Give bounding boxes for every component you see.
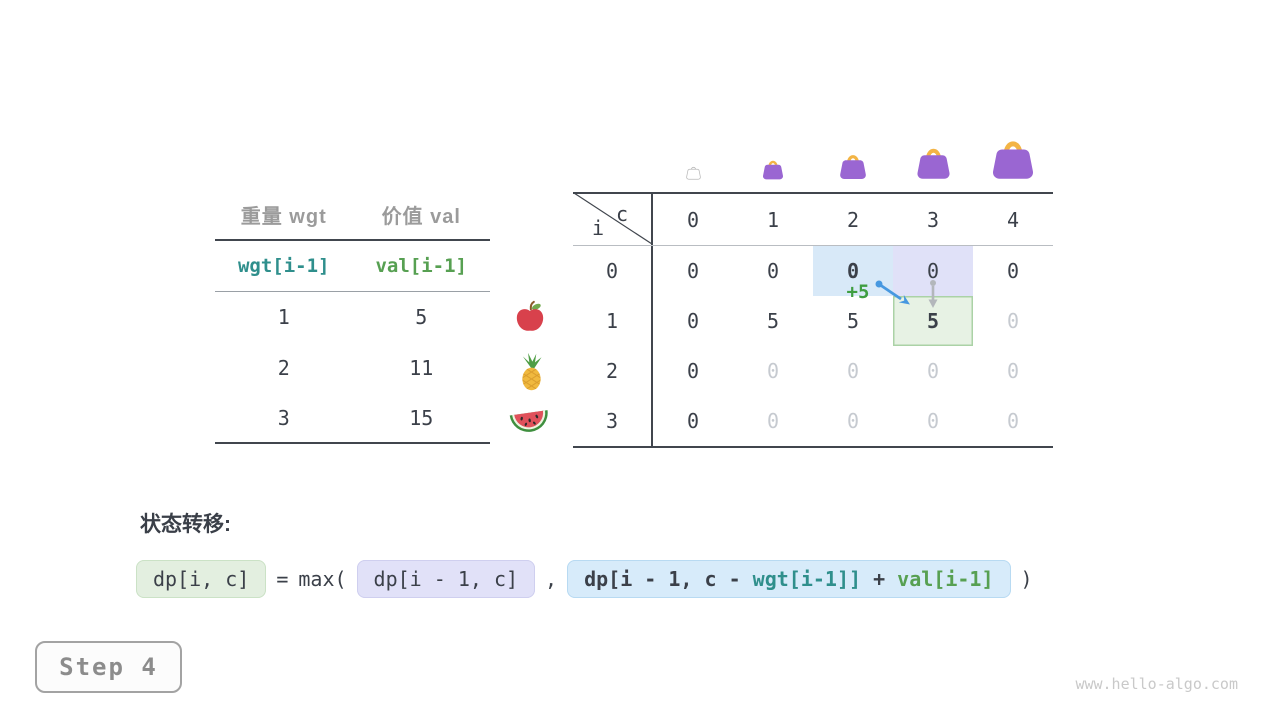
dp-cell: 0 — [846, 359, 860, 383]
empty-bag-icon — [653, 126, 733, 182]
step-button[interactable]: Step 4 — [35, 641, 182, 693]
dp-cell: 0 — [686, 409, 700, 433]
items-row-2: 2 11 — [215, 342, 490, 393]
formula-max-open: max( — [298, 567, 347, 591]
dp-cell: 0 — [686, 309, 700, 333]
dp-cell: 0 — [766, 409, 780, 433]
item-weight: 2 — [277, 355, 290, 380]
dp-cell: 0 — [846, 409, 860, 433]
dp-cell: 0 — [686, 359, 700, 383]
dp-cell: 0 — [926, 359, 940, 383]
dp-row-header: 0 — [573, 246, 653, 296]
dp-row: 2 0 0 0 0 0 — [573, 346, 1053, 396]
dp-row-header: 3 — [573, 396, 653, 446]
item-weight: 1 — [277, 305, 290, 329]
dp-col-header: 0 — [686, 207, 700, 232]
wgt-index-label: wgt[i-1] — [237, 255, 330, 277]
dp-row: 3 0 0 0 0 0 — [573, 396, 1053, 446]
dp-cell: 5 — [846, 309, 860, 333]
value-gain-annotation: +5 — [846, 281, 870, 303]
item-value: 5 — [415, 305, 428, 329]
dp-cell: 0 — [1006, 409, 1020, 433]
formula-close: ) — [1020, 567, 1033, 591]
corner-row-label: i — [592, 216, 605, 240]
items-table-header: 重量 wgt 价值 val — [215, 190, 490, 241]
formula-arg2-pre: dp[i - 1, c - — [584, 567, 753, 591]
val-index-label: val[i-1] — [375, 255, 467, 277]
formula-arg1: dp[i - 1, c] — [356, 560, 536, 598]
dp-row-header: 2 — [573, 346, 653, 396]
dp-cell: 0 — [1006, 359, 1020, 383]
dp-col-header: 3 — [926, 207, 940, 232]
dp-cell: 0 — [686, 259, 700, 283]
weight-col-header: 重量 wgt — [240, 206, 327, 228]
formula-arg2-wgt: wgt[i-1]] — [752, 567, 862, 591]
dp-cell: 0 — [1006, 309, 1020, 333]
formula-arg2-plus: + — [861, 567, 898, 591]
dp-cell: 0 — [893, 246, 973, 296]
item-value: 15 — [409, 405, 434, 430]
watermelon-icon — [508, 404, 550, 434]
dp-cell: 0 — [1006, 259, 1020, 283]
value-col-header: 价值 val — [381, 206, 461, 228]
dp-cell: 5 — [893, 296, 973, 346]
dp-cell: 0 — [766, 259, 780, 283]
pineapple-icon — [514, 352, 549, 392]
formula-arg2-val: val[i-1] — [897, 567, 994, 591]
watermark: www.hello-algo.com — [1075, 675, 1238, 693]
formula-arg2: dp[i - 1, c - wgt[i-1]] + val[i-1] — [567, 560, 1011, 598]
items-row-1: 1 5 — [215, 292, 490, 342]
bags-row-spacer — [573, 126, 653, 182]
state-transition-formula: dp[i, c] = max( dp[i - 1, c] , dp[i - 1,… — [136, 560, 1033, 598]
dp-header-row: c i 0 1 2 3 4 — [573, 194, 1053, 246]
bag-icon — [733, 126, 813, 182]
corner-col-label: c — [615, 202, 628, 226]
apple-icon — [513, 300, 547, 334]
dp-cell: 0 — [813, 246, 893, 296]
state-transition-heading: 状态转移: — [140, 513, 231, 536]
dp-row: 1 0 5 5 5 0 — [573, 296, 1053, 346]
items-row-3: 3 15 — [215, 393, 490, 444]
dp-cell: 5 — [766, 309, 780, 333]
dp-col-header: 4 — [1006, 207, 1020, 232]
bag-icon — [973, 126, 1053, 182]
dp-row-header: 1 — [573, 296, 653, 346]
dp-corner-cell: c i — [573, 194, 653, 245]
dp-col-header: 1 — [766, 207, 780, 232]
bag-icon — [813, 126, 893, 182]
capacity-bags — [573, 126, 1053, 182]
items-index-row: wgt[i-1] val[i-1] — [215, 241, 490, 292]
formula-equals: = — [276, 567, 289, 591]
dp-cell: 0 — [926, 409, 940, 433]
formula-comma: , — [545, 567, 558, 591]
items-table: 重量 wgt 价值 val wgt[i-1] val[i-1] 1 5 2 11… — [215, 190, 490, 444]
item-value: 11 — [409, 355, 434, 380]
item-weight: 3 — [277, 405, 290, 430]
dp-col-header: 2 — [846, 207, 860, 232]
dp-cell: 0 — [766, 359, 780, 383]
bag-icon — [893, 126, 973, 182]
formula-lhs: dp[i, c] — [136, 560, 267, 598]
